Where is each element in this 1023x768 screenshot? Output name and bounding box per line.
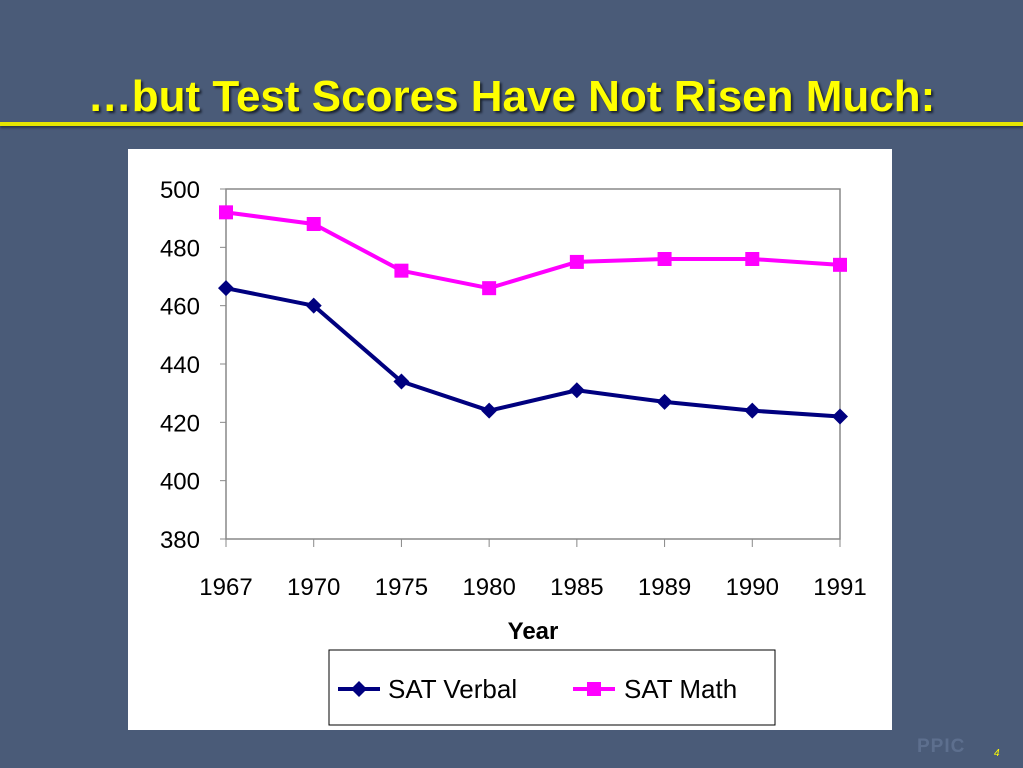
legend-label: SAT Math <box>624 674 737 704</box>
x-tick-label: 1989 <box>638 574 691 601</box>
y-tick-label: 420 <box>160 410 200 437</box>
y-tick-label: 440 <box>160 352 200 379</box>
verbal-point <box>744 402 761 419</box>
x-tick-label: 1991 <box>813 574 866 601</box>
verbal-point <box>305 297 322 314</box>
y-tick-label: 500 <box>160 177 200 204</box>
x-tick-label: 1980 <box>462 574 515 601</box>
math-point <box>306 217 321 231</box>
title-divider <box>0 122 1023 126</box>
verbal-point <box>218 280 234 297</box>
verbal-point <box>656 393 673 410</box>
series-line-verbal <box>225 286 841 419</box>
legend-marker-square <box>587 682 601 696</box>
x-tick-label: 1990 <box>726 574 779 601</box>
y-tick-label: 400 <box>160 469 200 496</box>
x-tick-label: 1975 <box>375 574 428 601</box>
x-axis-title: Year <box>508 618 559 645</box>
y-tick-label: 480 <box>160 235 200 262</box>
math-point <box>833 257 847 272</box>
slide-title: …but Test Scores Have Not Risen Much: <box>87 72 936 121</box>
math-point <box>745 252 760 266</box>
legend-marker-diamond <box>351 681 367 697</box>
math-point <box>657 252 672 266</box>
verbal-point <box>481 402 498 419</box>
math-point <box>569 254 584 269</box>
verbal-point <box>832 408 848 425</box>
legend-label: SAT Verbal <box>388 674 517 704</box>
math-point <box>394 263 409 278</box>
series-line-math <box>225 210 841 291</box>
verbal-point <box>568 382 585 399</box>
plot-area <box>225 188 841 540</box>
verbal-point <box>393 373 410 390</box>
y-tick-label: 380 <box>160 527 200 554</box>
chart-panel: 380 400 420 440 460 480 500 1967 1970 1975 1980 198… <box>128 149 892 730</box>
x-tick-label: 1985 <box>550 574 603 601</box>
page-number: 4 <box>994 748 1000 759</box>
y-tick-label: 460 <box>160 294 200 321</box>
x-tick-label: 1967 <box>199 574 252 601</box>
math-point <box>219 205 233 220</box>
line-chart: 380 400 420 440 460 480 500 1967 1970 1975 1980 198… <box>160 177 867 726</box>
legend-box <box>328 649 776 726</box>
ppic-logo: PPIC <box>917 736 966 757</box>
math-point <box>482 281 497 296</box>
x-tick-label: 1970 <box>287 574 340 601</box>
